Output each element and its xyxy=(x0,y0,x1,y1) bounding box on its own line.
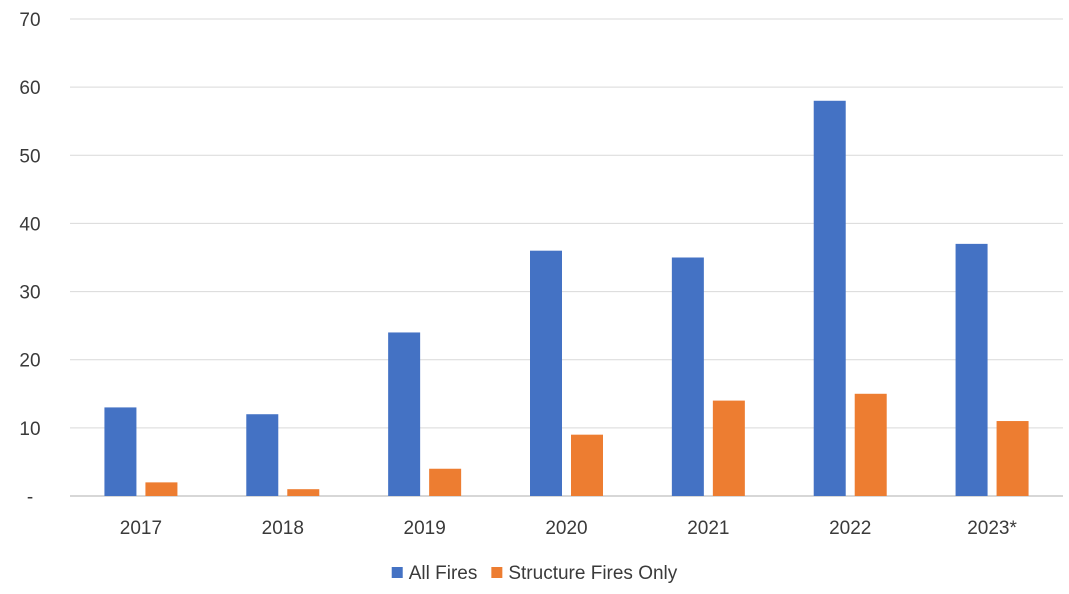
y-tick-label: - xyxy=(27,487,33,508)
legend-swatch-structure-fires xyxy=(491,567,503,578)
x-tick-label: 2022 xyxy=(829,518,871,539)
bar-structure-fires-2019 xyxy=(429,468,462,496)
x-tick-label: 2021 xyxy=(687,518,729,539)
legend: All Fires Structure Fires Only xyxy=(391,563,678,584)
y-tick-label: 20 xyxy=(19,351,40,372)
x-tick-label: 2017 xyxy=(120,518,162,539)
bar-all-fires-2022 xyxy=(813,100,846,497)
legend-label-structure-fires: Structure Fires Only xyxy=(508,563,677,584)
legend-label-all-fires: All Fires xyxy=(409,563,478,584)
x-tick-label: 2020 xyxy=(545,518,587,539)
bar-all-fires-2018 xyxy=(246,414,279,496)
x-axis-tick-labels: 2017 2018 2019 2020 2021 2022 2023* xyxy=(120,518,1018,539)
bar-all-fires-2020 xyxy=(530,250,562,496)
x-tick-label: 2023* xyxy=(967,518,1017,539)
y-axis-tick-labels: - 10 20 30 40 50 60 70 xyxy=(19,10,40,508)
legend-swatch-all-fires xyxy=(391,567,403,578)
bar-structure-fires-2022 xyxy=(854,393,887,496)
bar-structure-fires-2023 xyxy=(996,421,1029,496)
gridlines xyxy=(70,18,1063,497)
bar-all-fires-2017 xyxy=(104,407,137,496)
bar-structure-fires-2017 xyxy=(145,482,178,496)
bar-all-fires-2021 xyxy=(671,257,704,496)
bar-structure-fires-2020 xyxy=(571,434,603,496)
y-tick-label: 60 xyxy=(19,78,40,99)
bar-all-fires-2023 xyxy=(955,243,988,496)
x-tick-label: 2018 xyxy=(262,518,304,539)
y-tick-label: 50 xyxy=(19,146,40,167)
y-tick-label: 40 xyxy=(19,214,40,235)
bar-structure-fires-2018 xyxy=(287,489,320,496)
y-tick-label: 10 xyxy=(19,419,40,440)
bars xyxy=(104,100,1029,497)
bar-structure-fires-2021 xyxy=(712,400,745,496)
y-tick-label: 30 xyxy=(19,283,40,304)
y-tick-label: 70 xyxy=(19,10,40,31)
bar-all-fires-2019 xyxy=(388,332,421,496)
x-tick-label: 2019 xyxy=(404,518,446,539)
